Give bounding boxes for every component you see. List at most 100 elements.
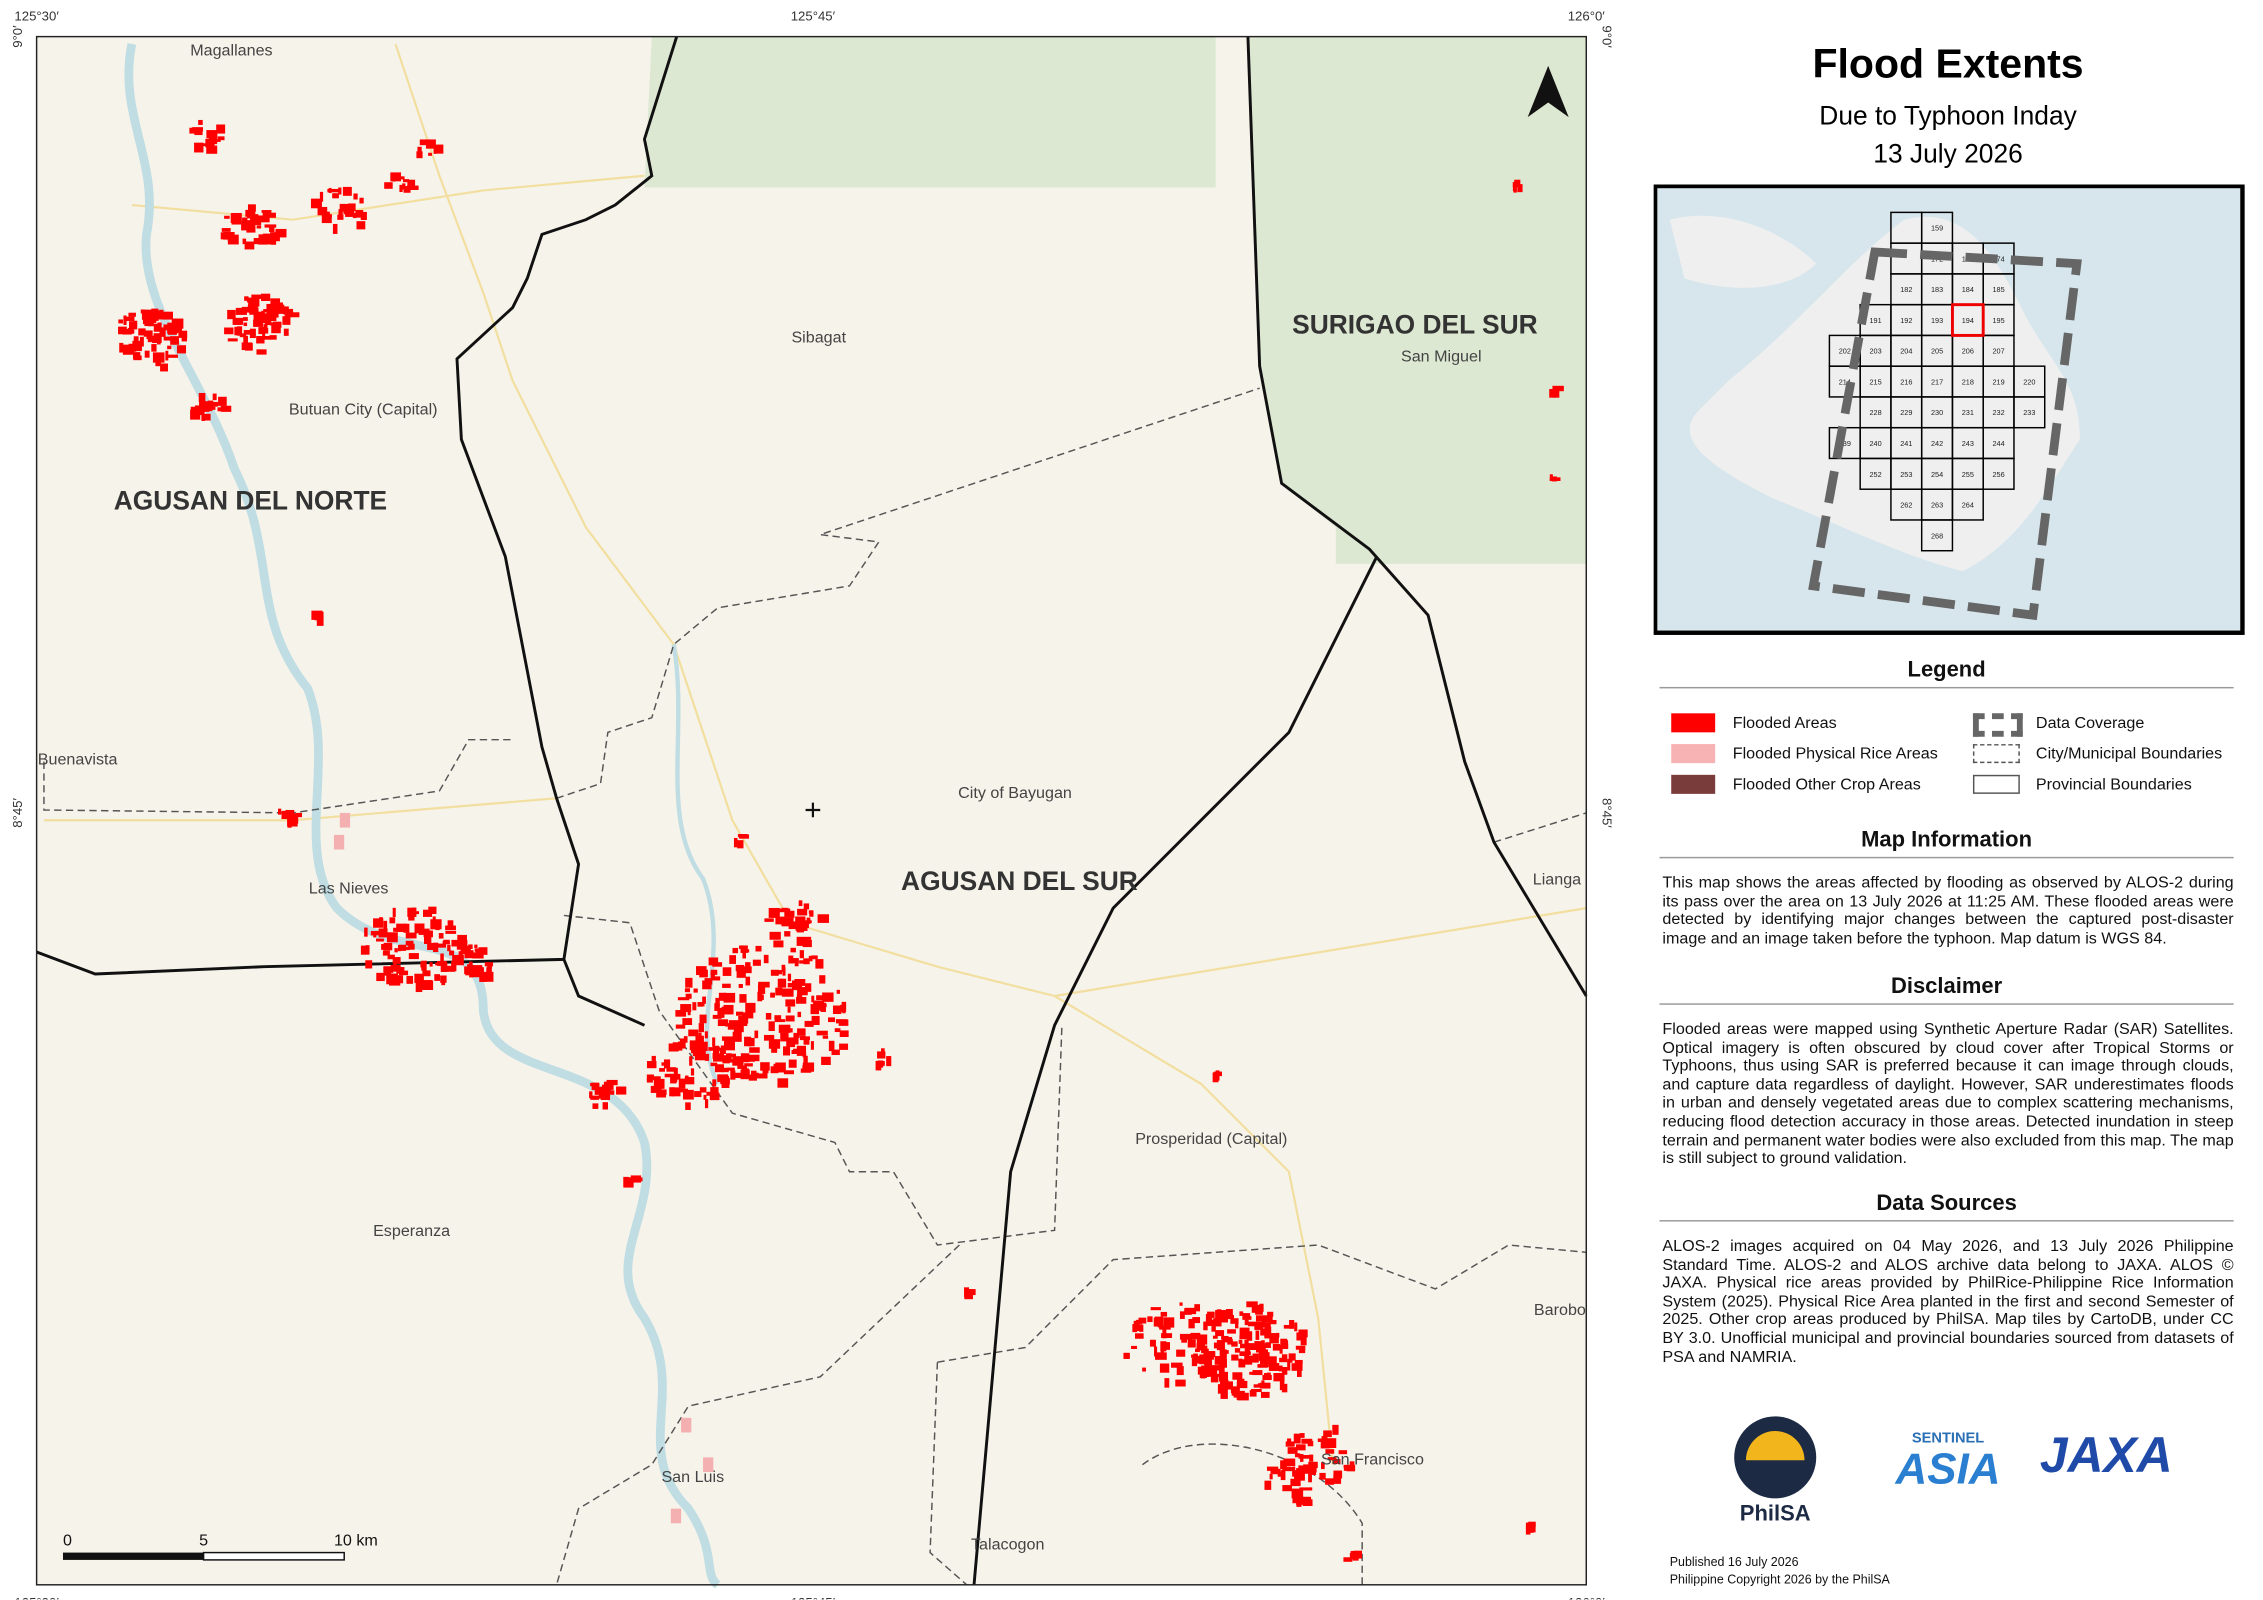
flood-area: [632, 1177, 643, 1182]
flood-area: [836, 989, 841, 994]
flood-area: [194, 142, 204, 153]
flood-area: [1294, 1322, 1298, 1332]
flood-area: [1309, 1466, 1317, 1473]
flood-area: [389, 973, 398, 983]
legend-item: Flooded Physical Rice Areas: [1732, 745, 1938, 764]
flood-area: [1287, 1361, 1291, 1371]
flood-area: [788, 1059, 797, 1068]
flood-area: [451, 961, 457, 972]
flood-area: [1182, 1334, 1192, 1340]
flood-area: [243, 322, 248, 327]
flood-area: [223, 232, 235, 240]
flood-area: [822, 992, 834, 1002]
flood-area: [1261, 1340, 1265, 1344]
map-frame: [35, 35, 1588, 1586]
logo-text: ASIA: [1895, 1445, 2001, 1494]
flood-area: [807, 1062, 815, 1072]
flood-area: [721, 1036, 734, 1041]
flood-area: [1280, 1460, 1287, 1470]
flood-area: [1270, 1468, 1281, 1474]
flood-area: [1246, 1301, 1258, 1308]
legend-swatch: [1671, 713, 1716, 733]
flood-area: [752, 959, 761, 966]
flood-area: [646, 1074, 654, 1081]
flood-area: [1281, 1367, 1288, 1375]
legend-item: Flooded Other Crop Areas: [1732, 776, 1921, 794]
flood-area: [167, 345, 172, 350]
flood-area: [687, 1010, 691, 1016]
index-tile: [1920, 519, 1954, 552]
flood-area: [397, 945, 402, 952]
flood-area: [717, 1007, 725, 1018]
flood-area: [725, 1023, 735, 1027]
flood-area: [1301, 1438, 1313, 1444]
scale-label: 10 km: [334, 1531, 378, 1549]
flood-area: [1230, 1386, 1240, 1394]
flood-area: [651, 1055, 656, 1062]
flood-area: [765, 1012, 772, 1020]
flood-area: [1325, 1478, 1335, 1485]
flood-area: [1319, 1472, 1326, 1480]
flood-area: [473, 967, 484, 976]
flood-area: [160, 363, 169, 372]
scale-label: 0: [63, 1531, 72, 1549]
flood-area: [1299, 1487, 1311, 1491]
flood-area: [291, 813, 299, 824]
flood-area: [1288, 1353, 1296, 1361]
flood-area: [623, 1176, 629, 1187]
flood-area: [1317, 1438, 1329, 1442]
flood-area: [750, 1070, 757, 1079]
flood-area: [1323, 1430, 1332, 1438]
place-label: Buenavista: [38, 750, 118, 768]
rice-flood-area: [681, 1417, 692, 1433]
flood-area: [739, 994, 747, 1003]
flood-area: [803, 958, 810, 965]
flood-area: [456, 940, 468, 950]
flood-area: [1164, 1342, 1171, 1350]
index-tile-label: 193: [1931, 316, 1943, 325]
flood-area: [249, 307, 259, 313]
place-label: Barobo: [1534, 1301, 1586, 1319]
flood-area: [1205, 1319, 1218, 1326]
flood-area: [138, 328, 146, 336]
flood-area: [159, 327, 166, 337]
flood-area: [688, 1029, 699, 1037]
flood-area: [715, 997, 720, 1007]
flood-area: [778, 1024, 791, 1033]
flood-area: [449, 950, 455, 956]
index-tile-label: 215: [1869, 377, 1881, 386]
flood-area: [445, 930, 457, 934]
flood-area: [1283, 1463, 1291, 1467]
flood-area: [762, 1068, 767, 1077]
river: [124, 43, 721, 1589]
place-label: Lianga: [1533, 871, 1581, 889]
flood-area: [589, 1091, 593, 1099]
flood-area: [465, 945, 471, 951]
flood-area: [1239, 1351, 1250, 1357]
flood-area: [788, 1028, 793, 1033]
flood-area: [256, 225, 262, 229]
index-tile-label: 233: [2023, 408, 2035, 417]
flood-area: [444, 965, 455, 972]
flood-area: [1222, 1336, 1233, 1343]
flood-area: [440, 953, 444, 964]
flood-area: [457, 934, 467, 942]
flood-area: [269, 335, 277, 340]
flood-area: [234, 326, 242, 336]
flood-area: [1291, 1363, 1303, 1371]
flood-area: [1188, 1318, 1195, 1329]
flood-area: [656, 1090, 666, 1098]
flood-area: [217, 407, 229, 412]
place-label: Esperanza: [373, 1222, 450, 1240]
flood-area: [1147, 1316, 1153, 1323]
flood-area: [1149, 1339, 1156, 1347]
flood-area: [1234, 1348, 1241, 1353]
flood-area: [1221, 1381, 1233, 1390]
flood-area: [408, 943, 415, 950]
north-arrow: [1527, 65, 1569, 118]
flood-area: [723, 1004, 734, 1015]
flood-area: [212, 393, 217, 401]
flood-area: [205, 138, 215, 148]
flood-area: [839, 1043, 849, 1050]
logos: PhilSA SENTINEL ASIA JAXA: [1734, 1416, 2173, 1525]
